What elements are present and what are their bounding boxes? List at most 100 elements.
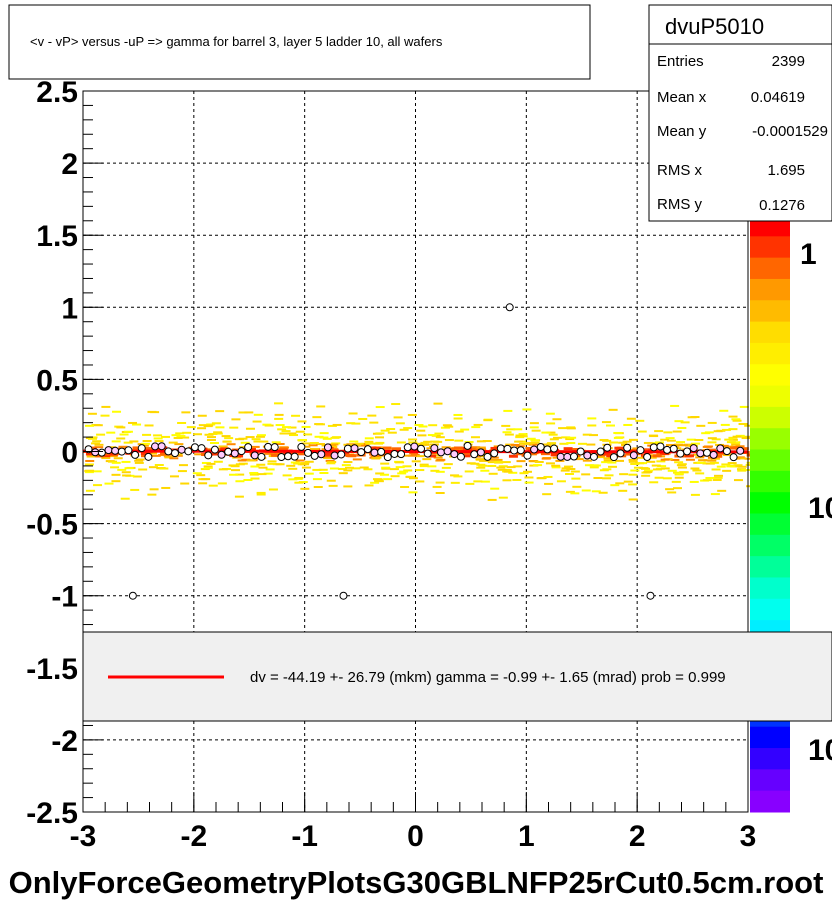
band-cell <box>541 457 551 460</box>
band-cell <box>111 480 121 483</box>
band-cell <box>371 457 381 460</box>
stats-histogram-name: dvuP5010 <box>665 14 764 39</box>
band-cell <box>525 442 535 445</box>
band-cell <box>291 414 301 417</box>
band-cell <box>235 473 245 476</box>
band-cell <box>258 466 268 469</box>
profile-point <box>589 452 598 461</box>
band-cell <box>674 472 684 475</box>
band-cell <box>564 473 574 476</box>
band-cell <box>297 420 307 423</box>
profile-point <box>516 446 525 455</box>
band-cell <box>502 468 512 471</box>
band-cell <box>312 416 322 419</box>
band-cell <box>733 479 743 482</box>
band-cell <box>380 429 390 432</box>
band-core-cell <box>329 448 339 452</box>
band-cell <box>555 459 565 462</box>
band-cell <box>113 457 123 460</box>
profile-point <box>270 443 279 452</box>
band-cell <box>515 434 525 437</box>
band-cell <box>107 446 117 449</box>
profile-point <box>483 452 492 461</box>
palette-swatch <box>750 492 790 514</box>
band-cell <box>250 477 260 480</box>
band-cell <box>224 437 234 440</box>
band-cell <box>148 452 158 455</box>
band-cell <box>657 465 667 468</box>
band-cell <box>623 480 633 483</box>
band-cell <box>231 418 241 421</box>
band-cell <box>609 441 619 444</box>
palette-swatch <box>750 577 790 600</box>
band-cell <box>434 432 444 435</box>
band-cell <box>85 424 95 427</box>
band-cell <box>264 452 274 455</box>
band-cell <box>619 473 629 476</box>
band-cell <box>300 463 310 466</box>
palette-swatch <box>750 726 790 749</box>
profile-point <box>696 449 705 458</box>
band-cell <box>420 443 430 446</box>
band-cell <box>454 439 464 442</box>
band-cell <box>529 422 539 425</box>
band-cell <box>198 482 208 485</box>
band-cell <box>288 467 298 470</box>
band-core-cell <box>563 447 573 451</box>
band-cell <box>589 466 599 469</box>
band-cell <box>451 449 461 452</box>
band-cell <box>709 461 719 464</box>
band-cell <box>119 433 129 436</box>
x-tick-label: 1 <box>518 820 535 853</box>
profile-point <box>383 453 392 462</box>
band-cell <box>567 436 577 439</box>
band-cell <box>380 462 390 465</box>
band-cell <box>433 456 443 459</box>
band-cell <box>256 493 266 496</box>
band-cell <box>726 441 736 444</box>
band-core-cell <box>345 454 355 458</box>
band-cell <box>427 465 437 468</box>
band-cell <box>498 496 508 499</box>
profile-point <box>716 444 725 453</box>
band-cell <box>510 443 520 446</box>
band-cell <box>536 477 546 480</box>
profile-point <box>377 447 386 456</box>
band-cell <box>399 470 409 473</box>
band-cell <box>206 462 216 465</box>
band-cell <box>677 463 687 466</box>
band-cell <box>502 479 512 482</box>
band-cell <box>122 474 132 477</box>
band-cell <box>192 433 202 436</box>
band-cell <box>727 462 737 465</box>
band-cell <box>408 438 418 441</box>
band-core-cell <box>220 447 230 451</box>
band-cell <box>696 424 706 427</box>
y-tick-label: 1 <box>61 292 78 325</box>
band-cell <box>108 460 118 463</box>
band-cell <box>399 428 409 431</box>
band-cell <box>551 466 561 469</box>
profile-point <box>257 452 266 461</box>
band-cell <box>501 461 511 464</box>
band-cell <box>732 435 742 438</box>
profile-point <box>170 449 179 458</box>
band-cell <box>671 480 681 483</box>
band-core-cell <box>324 452 334 456</box>
stats-rows: Entries 2399 Mean x 0.04619 Mean y -0.00… <box>657 53 828 214</box>
palette-swatch <box>750 300 790 323</box>
band-cell <box>676 441 686 444</box>
profile-point <box>197 444 206 453</box>
band-cell <box>163 455 173 458</box>
band-cell <box>229 426 239 429</box>
band-cell <box>150 411 160 414</box>
profile-point <box>476 448 485 457</box>
band-cell <box>204 424 214 427</box>
band-cell <box>444 425 454 428</box>
band-cell <box>245 436 255 439</box>
band-cell <box>604 474 614 477</box>
band-cell <box>488 472 498 475</box>
band-cell <box>660 438 670 441</box>
band-cell <box>483 419 493 422</box>
band-cell <box>431 454 441 457</box>
